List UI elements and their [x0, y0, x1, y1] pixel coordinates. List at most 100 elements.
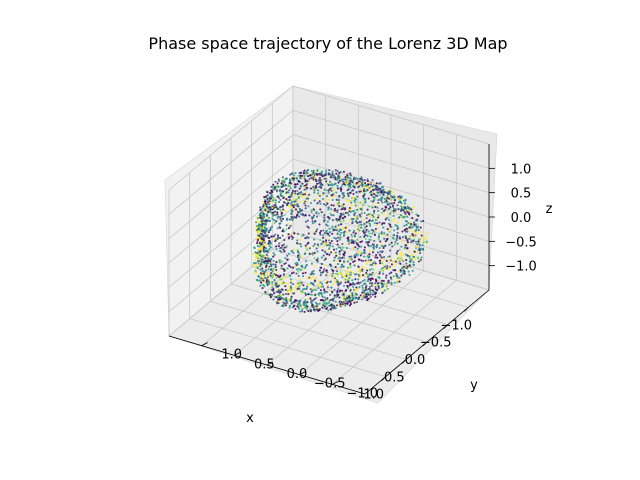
scatter-point	[313, 257, 316, 260]
scatter-point	[294, 299, 297, 302]
scatter-point	[287, 298, 290, 301]
scatter-point	[322, 270, 325, 273]
scatter-point	[299, 268, 303, 272]
scatter-point	[368, 238, 371, 241]
scatter-point	[360, 212, 363, 215]
scatter-point	[326, 249, 329, 252]
scatter-point	[254, 254, 257, 257]
scatter-point	[394, 209, 397, 212]
scatter-point	[341, 246, 344, 249]
scatter-point	[349, 266, 352, 269]
scatter-point	[265, 247, 268, 250]
scatter-point	[282, 273, 285, 276]
scatter-point	[287, 223, 290, 226]
scatter-point	[315, 247, 318, 250]
scatter-point	[369, 235, 372, 238]
scatter-point	[311, 299, 314, 302]
scatter-point	[396, 259, 400, 262]
scatter-point	[337, 246, 340, 249]
scatter-point	[384, 285, 387, 288]
scatter-point	[294, 186, 297, 189]
scatter-point	[347, 236, 350, 239]
scatter-point	[362, 259, 365, 262]
scatter-point	[276, 211, 279, 214]
scatter-point	[423, 236, 426, 239]
scatter-point	[374, 295, 377, 298]
y-tick-label: 1.0	[221, 348, 242, 363]
scatter-point	[352, 182, 355, 185]
scatter-point	[349, 282, 352, 285]
scatter-point	[293, 304, 296, 307]
scatter-point	[301, 174, 304, 177]
scatter-point	[263, 196, 266, 199]
scatter-point	[348, 192, 351, 196]
scatter-point	[374, 230, 377, 233]
scatter-point	[307, 205, 310, 208]
scatter-point	[335, 278, 338, 282]
scatter-point	[336, 289, 339, 292]
scatter-point	[258, 245, 261, 248]
scatter-point	[261, 234, 264, 237]
scatter-point	[259, 284, 262, 287]
scatter-point	[288, 304, 292, 307]
scatter-point	[398, 216, 401, 219]
scatter-point	[288, 288, 291, 291]
scatter-point	[256, 224, 259, 227]
scatter-point	[264, 243, 267, 247]
scatter-point	[411, 269, 414, 272]
scatter-point	[376, 256, 379, 259]
scatter-point	[322, 240, 325, 243]
scatter-point	[399, 253, 403, 256]
scatter-point	[389, 195, 393, 198]
scatter-point	[399, 269, 402, 272]
scatter-point	[266, 274, 269, 277]
scatter-point	[271, 190, 274, 194]
scatter-point	[382, 209, 386, 212]
scatter-point	[333, 297, 336, 300]
scatter-point	[388, 260, 391, 263]
scatter-point	[307, 236, 310, 240]
scatter-point	[344, 281, 347, 284]
scatter-point	[317, 182, 320, 185]
scatter-point	[407, 255, 410, 258]
scatter-point	[262, 279, 265, 282]
scatter-point	[295, 268, 299, 271]
scatter-point	[291, 178, 294, 182]
scatter-point	[392, 275, 395, 278]
scatter-point	[329, 272, 332, 275]
scatter-point	[282, 301, 285, 304]
scatter-point	[287, 237, 290, 240]
scatter-point	[420, 234, 423, 237]
scatter-point	[372, 243, 375, 246]
scatter-point	[327, 232, 330, 235]
scatter-point	[384, 240, 387, 243]
scatter-point	[321, 282, 324, 285]
scatter-point	[381, 201, 384, 204]
scatter-point	[349, 270, 352, 273]
scatter-point	[377, 199, 380, 202]
scatter-point	[306, 174, 309, 177]
scatter-point	[297, 174, 300, 177]
scatter-point	[415, 213, 418, 216]
scatter-point	[322, 229, 325, 232]
scatter-point	[277, 215, 280, 218]
grid-line	[201, 241, 326, 346]
scatter-point	[412, 261, 415, 264]
scatter-point	[332, 214, 335, 217]
scatter-point	[372, 189, 375, 192]
scatter-point	[334, 300, 337, 303]
scatter-point	[411, 254, 414, 257]
scatter-point	[318, 200, 321, 203]
scatter-point	[401, 230, 404, 233]
scatter-point	[267, 268, 270, 271]
scatter-point	[298, 300, 301, 303]
scatter-point	[346, 302, 349, 305]
scatter-point	[359, 201, 362, 204]
scatter-point	[288, 265, 291, 268]
scatter-point	[272, 259, 275, 263]
scatter-point	[289, 298, 292, 301]
scatter-point	[407, 235, 410, 239]
scatter-point	[299, 290, 302, 293]
scatter-point	[275, 276, 278, 279]
scatter-point	[285, 301, 289, 304]
